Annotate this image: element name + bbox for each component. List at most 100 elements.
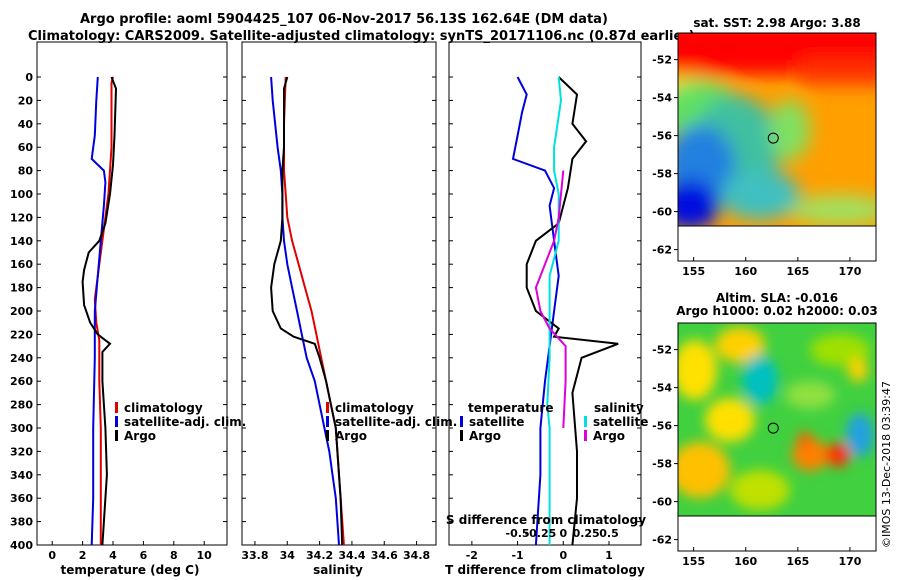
- map-y-tick-label: -60: [652, 206, 672, 219]
- sst-map-title: sat. SST: 2.98 Argo: 3.88: [693, 16, 860, 30]
- series-line-satellite-adj.-clim.: [270, 76, 340, 546]
- series-line-t-argo: [525, 76, 619, 546]
- series-line-climatology: [93, 76, 114, 545]
- legend-satellite: satellite-adj. clim.: [335, 415, 457, 429]
- y-tick-label: 0: [25, 71, 33, 84]
- map-x-tick-label: 170: [838, 555, 861, 568]
- sla-map-subtitle: Argo h1000: 0.02 h2000: 0.03: [676, 304, 877, 318]
- panel-frame: [36, 41, 228, 546]
- map-y-tick-label: -56: [652, 130, 672, 143]
- legend-climatology: climatology: [124, 401, 203, 415]
- s-x-tick-label: 0.25: [573, 527, 600, 540]
- x-tick-label: 34.2: [306, 549, 333, 562]
- panel-temperature: 0204060801001201401601802002202402602803…: [10, 41, 228, 562]
- legend-t-argo: Argo: [469, 429, 501, 443]
- map-y-tick-label: -58: [652, 168, 672, 181]
- chart-title-line2: Climatology: CARS2009. Satellite-adjuste…: [28, 29, 695, 44]
- legend-satellite: satellite-adj. clim.: [124, 415, 246, 429]
- y-tick-label: 400: [10, 539, 33, 552]
- salinity-xlabel: salinity: [313, 563, 363, 577]
- x-tick-label: 1: [605, 549, 613, 562]
- legend-argo: Argo: [335, 429, 367, 443]
- map-x-tick-label: 155: [682, 555, 705, 568]
- x-tick-label: 34.8: [403, 549, 430, 562]
- salinity-legend: climatology satellite-adj. clim. Argo: [326, 401, 457, 443]
- map-x-tick-label: 165: [786, 265, 809, 278]
- map-frame: [677, 322, 877, 552]
- y-tick-label: 360: [10, 492, 33, 505]
- y-tick-label: 160: [10, 258, 33, 271]
- s-x-tick-label: -0.5: [506, 527, 530, 540]
- s-x-tick-label: 0: [559, 527, 567, 540]
- y-tick-label: 140: [10, 235, 33, 248]
- x-tick-label: -1: [511, 549, 523, 562]
- legend-temperature-title: temperature: [468, 401, 553, 415]
- x-tick-label: 4: [109, 549, 117, 562]
- y-tick-label: 100: [10, 188, 33, 201]
- argo-location-marker: [767, 422, 779, 434]
- series-line-satellite-adj.-clim.: [90, 76, 107, 546]
- map-y-tick-label: -54: [652, 92, 672, 105]
- map-x-tick-label: 160: [734, 555, 757, 568]
- tdiff-xlabel: T difference from climatology: [445, 563, 645, 577]
- series-line-s-satellite: [546, 76, 563, 545]
- temperature-xlabel: temperature (deg C): [61, 563, 200, 577]
- series-line-climatology: [283, 76, 345, 546]
- x-tick-label: 2: [79, 549, 87, 562]
- map-y-tick-label: -54: [652, 382, 672, 395]
- x-tick-label: -2: [466, 549, 478, 562]
- sst-map-field: [678, 33, 876, 226]
- legend-t-satellite: satellite: [469, 415, 524, 429]
- x-tick-label: 33.8: [241, 549, 268, 562]
- map-y-tick-label: -56: [652, 420, 672, 433]
- map-x-tick-label: 165: [786, 555, 809, 568]
- x-tick-label: 34.6: [371, 549, 398, 562]
- map-x-tick-label: 170: [838, 265, 861, 278]
- y-tick-label: 320: [10, 445, 33, 458]
- sla-map-title: Altim. SLA: -0.016: [716, 291, 838, 305]
- map-y-tick-label: -62: [652, 534, 672, 547]
- y-tick-label: 240: [10, 352, 33, 365]
- x-tick-label: 34: [280, 549, 296, 562]
- x-tick-label: 34.4: [338, 549, 365, 562]
- panel-difference-from-climatology: -2 -1 0 1 -0.5-0.25 0 0.25 0.5: [448, 41, 642, 562]
- x-tick-label: 6: [140, 549, 148, 562]
- argo-location-marker: [767, 132, 779, 144]
- x-tick-label: 10: [197, 549, 213, 562]
- difference-legend: temperature satellite Argo salinity sate…: [460, 401, 648, 443]
- y-tick-label: 40: [18, 118, 34, 131]
- sst-map: sat. SST: 2.98 Argo: 3.88 155 160 165 170 -5…: [652, 16, 877, 278]
- chart-title-line1: Argo profile: aoml 5904425_107 06-Nov-20…: [80, 12, 608, 27]
- map-x-tick-label: 155: [682, 265, 705, 278]
- map-y-tick-label: -52: [652, 54, 672, 67]
- temperature-legend: climatology satellite-adj. clim. Argo: [115, 401, 246, 443]
- series-line-argo: [81, 76, 118, 546]
- imos-credit: ©IMOS 13-Dec-2018 03:39:47: [880, 381, 893, 548]
- map-x-tick-label: 160: [734, 265, 757, 278]
- panel-salinity: 33.8 34 34.2 34.4 34.6 34.8: [241, 41, 437, 562]
- y-tick-label: 80: [18, 165, 34, 178]
- s-x-tick-label: 0.5: [599, 527, 619, 540]
- sla-map-field: [678, 323, 876, 516]
- series-line-t-satellite: [511, 76, 560, 546]
- y-tick-label: 220: [10, 328, 33, 341]
- legend-salinity-title: salinity: [594, 401, 644, 415]
- map-y-tick-label: -52: [652, 344, 672, 357]
- sla-map: Altim. SLA: -0.016 Argo h1000: 0.02 h200…: [652, 291, 878, 568]
- y-tick-label: 60: [18, 141, 34, 154]
- legend-s-argo: Argo: [593, 429, 625, 443]
- y-tick-label: 200: [10, 305, 33, 318]
- legend-argo: Argo: [124, 429, 156, 443]
- map-y-tick-label: -62: [652, 244, 672, 257]
- sdiff-xlabel: S difference from climatology: [446, 513, 646, 527]
- x-tick-label: 8: [170, 549, 178, 562]
- x-tick-label: 0: [559, 549, 567, 562]
- y-tick-label: 340: [10, 469, 33, 482]
- series-line-argo: [270, 76, 344, 546]
- x-tick-label: 0: [48, 549, 56, 562]
- map-y-tick-label: -60: [652, 496, 672, 509]
- map-y-tick-label: -58: [652, 458, 672, 471]
- panel-frame: [448, 41, 642, 546]
- y-tick-label: 20: [18, 94, 34, 107]
